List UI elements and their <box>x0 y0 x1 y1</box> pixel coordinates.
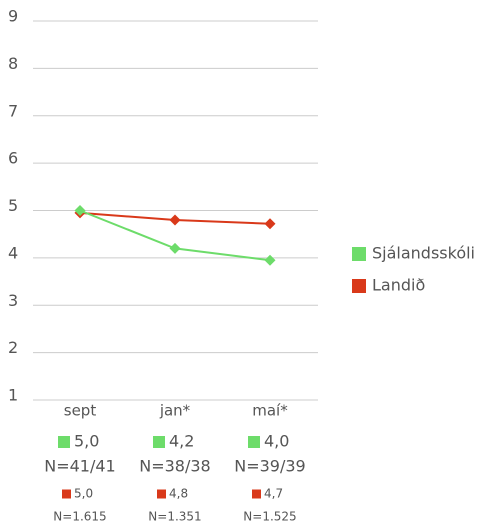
y-tick-label: 4 <box>8 243 18 262</box>
n-label: N=39/39 <box>234 457 305 476</box>
legend-swatch <box>352 279 366 293</box>
x-tick-label: sept <box>64 402 97 420</box>
n-label: N=41/41 <box>44 457 115 476</box>
marker <box>264 218 276 230</box>
value-label: 5,0 <box>74 487 93 501</box>
y-tick-label: 3 <box>8 291 18 310</box>
y-tick-label: 9 <box>8 7 18 26</box>
table-swatch <box>157 489 166 499</box>
value-label: 4,0 <box>264 432 289 451</box>
n-label: N=1.525 <box>243 510 296 524</box>
table-swatch <box>248 436 260 448</box>
y-tick-label: 7 <box>8 101 18 120</box>
legend-label: Landið <box>372 276 425 295</box>
value-label: 4,8 <box>169 487 188 501</box>
table-swatch <box>153 436 165 448</box>
y-tick-label: 2 <box>8 338 18 357</box>
x-tick-label: maí* <box>252 402 288 420</box>
table-swatch <box>58 436 70 448</box>
marker <box>169 214 181 226</box>
value-label: 4,7 <box>264 487 283 501</box>
y-tick-label: 8 <box>8 54 18 73</box>
y-tick-label: 5 <box>8 196 18 215</box>
y-tick-label: 1 <box>8 386 18 405</box>
value-label: 4,2 <box>169 432 194 451</box>
n-label: N=1.615 <box>53 510 106 524</box>
n-label: N=1.351 <box>148 510 201 524</box>
table-swatch <box>62 489 71 499</box>
value-label: 5,0 <box>74 432 99 451</box>
legend-swatch <box>352 247 366 261</box>
table-swatch <box>252 489 261 499</box>
y-tick-label: 6 <box>8 149 18 168</box>
marker <box>169 242 181 254</box>
n-label: N=38/38 <box>139 457 210 476</box>
marker <box>74 205 86 216</box>
marker <box>264 254 276 266</box>
x-tick-label: jan* <box>159 402 191 420</box>
legend-label: Sjálandsskóli <box>372 244 475 263</box>
